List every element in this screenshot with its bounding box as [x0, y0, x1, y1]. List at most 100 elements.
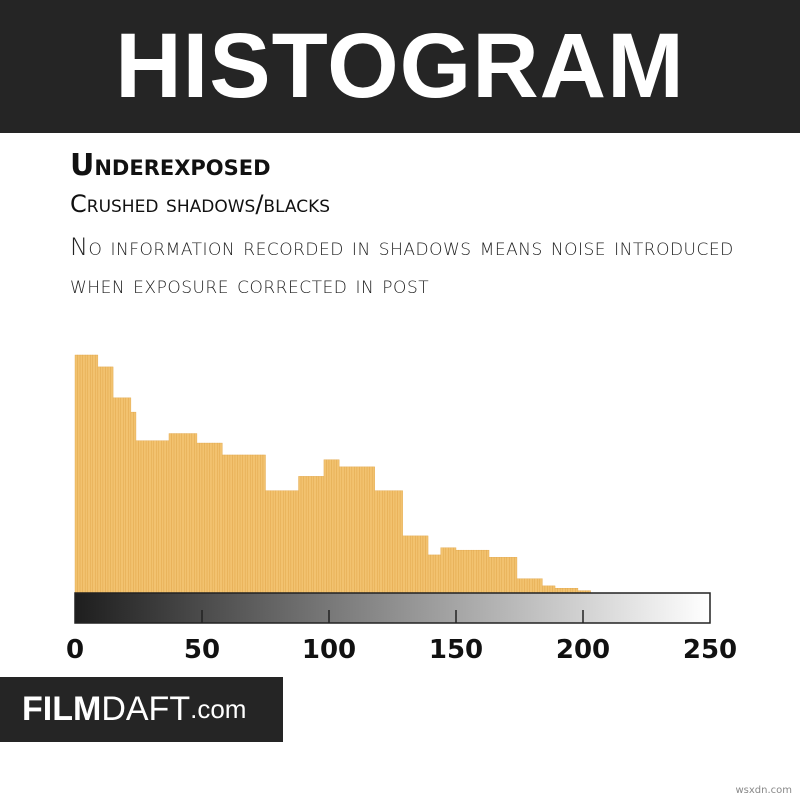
histogram-bar — [377, 490, 381, 594]
histogram-bar — [166, 440, 170, 594]
histogram-bar — [79, 354, 83, 594]
histogram-bar — [407, 535, 411, 594]
histogram-bar — [354, 466, 358, 594]
histogram-bar — [524, 578, 528, 594]
axis-ticks — [201, 610, 584, 623]
histogram-bar — [392, 490, 396, 594]
histogram-bar — [112, 397, 116, 594]
histogram-bar — [486, 549, 490, 594]
tick-label: 0 — [66, 635, 84, 665]
histogram-bar — [420, 535, 424, 594]
histogram-bar — [97, 366, 101, 594]
histogram-bar — [359, 466, 363, 594]
histogram-bar — [217, 442, 220, 594]
histogram-bar — [455, 549, 459, 594]
histogram-bar — [504, 557, 508, 594]
histogram-bar — [163, 440, 167, 594]
histogram-bar — [138, 440, 142, 594]
histogram-bar — [498, 557, 502, 594]
histogram-bar — [181, 433, 185, 594]
histogram-bar — [402, 535, 406, 594]
histogram-bar — [298, 476, 302, 594]
histogram-bar — [303, 476, 307, 594]
histogram-bar — [214, 442, 218, 594]
histogram-bar — [280, 490, 284, 594]
histogram-bar — [184, 433, 187, 594]
histogram-bar — [410, 535, 414, 594]
histogram-bar — [84, 354, 88, 594]
histogram-bar — [316, 476, 320, 594]
histogram-bar — [110, 366, 114, 594]
histogram-bar — [544, 585, 548, 594]
histogram-bar — [323, 459, 327, 594]
tick-label: 100 — [302, 635, 356, 665]
histogram-bar — [295, 490, 299, 594]
histogram-bar — [191, 433, 195, 594]
tick-label: 200 — [556, 635, 610, 665]
histogram-bar — [234, 454, 238, 594]
histogram-bar — [448, 547, 452, 594]
histogram-bar — [389, 490, 393, 594]
histogram-bar — [178, 433, 182, 594]
histogram-bar — [247, 454, 251, 594]
histogram-bar — [349, 466, 353, 594]
histogram-bar — [341, 466, 345, 594]
histogram-bar — [463, 549, 467, 594]
histogram-bar — [227, 454, 231, 594]
histogram-bar — [275, 490, 279, 594]
histogram-bar — [77, 354, 81, 594]
histogram-bar — [336, 459, 340, 594]
histogram-bar — [120, 397, 124, 594]
histogram-bar — [74, 354, 78, 594]
histogram-bar — [100, 366, 104, 594]
histogram-bar — [438, 554, 441, 594]
histogram-bar — [460, 549, 464, 594]
histogram-bar — [115, 397, 119, 594]
histogram-bar — [87, 354, 91, 594]
tonal-gradient-bar — [74, 592, 711, 624]
histogram-bar — [465, 549, 469, 594]
histogram-bar — [125, 397, 129, 594]
histogram-bar — [82, 354, 86, 594]
histogram-bar — [483, 549, 487, 594]
histogram-bar — [186, 433, 190, 594]
histogram-bar — [516, 578, 520, 594]
histogram-bar — [491, 557, 495, 594]
histogram-bar — [506, 557, 510, 594]
histogram-bar — [415, 535, 419, 594]
histogram-bar — [92, 354, 96, 594]
histogram-bar — [364, 466, 368, 594]
histogram-bar — [458, 549, 462, 594]
histogram-bar — [387, 490, 391, 594]
axis-tick-labels: 0 50 100 150 200 250 — [66, 635, 737, 665]
description: No information recorded in shadows means… — [70, 233, 734, 299]
tick-label: 50 — [184, 635, 220, 665]
histogram-bar — [148, 440, 152, 594]
histogram-bar — [501, 557, 505, 594]
histogram-bar — [117, 397, 121, 594]
histogram-bar — [196, 442, 200, 594]
histogram-bar — [158, 440, 162, 594]
histogram-bar — [473, 549, 477, 594]
histogram-bar — [412, 535, 416, 594]
histogram-bar — [102, 366, 106, 594]
histogram-bar — [257, 454, 261, 594]
histogram-bar — [145, 440, 149, 594]
histogram-bar — [450, 547, 454, 594]
histogram-bar — [267, 490, 271, 594]
histogram-bar — [150, 440, 154, 594]
histogram-bar — [232, 454, 236, 594]
histogram-bar — [260, 454, 264, 594]
histogram-bar — [156, 440, 160, 594]
histogram-bar — [445, 547, 449, 594]
histogram-bar — [453, 547, 457, 594]
histogram-bar — [333, 459, 337, 594]
histogram-bar — [173, 433, 177, 594]
histogram-bar — [425, 535, 429, 594]
histogram-bar — [382, 490, 386, 594]
histogram-bar — [219, 442, 223, 594]
histogram-bar — [176, 433, 180, 594]
histogram-bar — [194, 433, 198, 594]
histogram-bar — [313, 476, 317, 594]
histogram-bar — [427, 554, 431, 594]
